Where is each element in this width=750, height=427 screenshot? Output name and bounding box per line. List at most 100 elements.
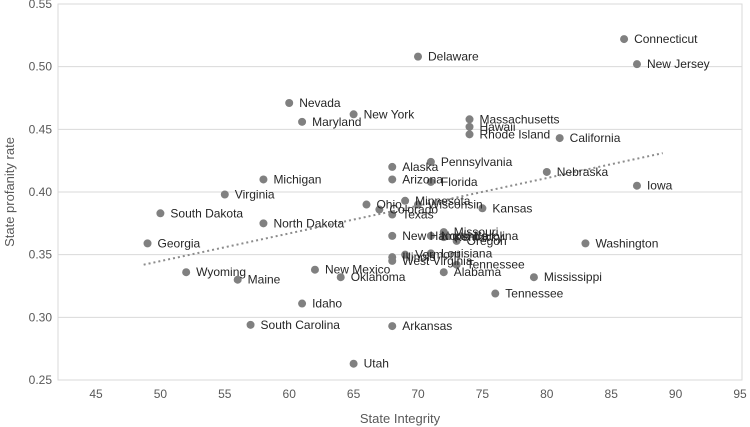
data-point — [632, 181, 641, 190]
point-label: Illinois — [402, 250, 435, 264]
data-point — [439, 233, 448, 242]
point-label: Maryland — [312, 115, 361, 129]
data-point — [414, 52, 422, 61]
y-axis-title: State profanity rate — [2, 137, 17, 247]
data-point — [220, 190, 229, 199]
x-tick-label: 90 — [669, 387, 683, 401]
data-point — [310, 265, 319, 274]
x-tick-label: 75 — [476, 387, 490, 401]
data-point — [465, 130, 474, 139]
point-label: Missouri — [454, 225, 499, 239]
data-point — [620, 35, 629, 44]
point-label: Oregon — [467, 234, 507, 248]
data-point — [542, 167, 551, 176]
data-point — [336, 273, 345, 282]
data-point — [426, 231, 435, 240]
data-point — [426, 157, 435, 166]
point-label: Kentucky — [454, 230, 503, 244]
point-label: New Hampshire — [402, 229, 488, 243]
point-label: Michigan — [273, 172, 321, 186]
x-tick-label: 95 — [733, 387, 747, 401]
data-point — [388, 253, 397, 262]
point-label: Massachusetts — [480, 112, 560, 126]
data-point — [439, 268, 448, 277]
point-label: Idaho — [312, 297, 342, 311]
y-tick-label: 0.45 — [29, 122, 53, 136]
point-label: Iowa — [647, 179, 673, 193]
data-point — [465, 122, 474, 131]
y-tick-label: 0.25 — [29, 373, 53, 387]
point-label: Pennsylvania — [441, 155, 513, 169]
y-tick-label: 0.55 — [29, 0, 53, 11]
data-point — [388, 162, 397, 171]
data-point — [156, 209, 165, 218]
point-label: Louisiana — [441, 246, 493, 260]
data-point — [414, 200, 422, 209]
data-point — [298, 299, 307, 308]
y-tick-label: 0.30 — [29, 310, 53, 324]
point-label: Kansas — [492, 201, 532, 215]
point-label: Minnesota — [415, 194, 471, 208]
point-label: Alabama — [454, 265, 502, 279]
data-point — [478, 204, 487, 213]
point-label: Texas — [402, 208, 433, 222]
y-tick-label: 0.35 — [29, 248, 53, 262]
point-label: Mississippi — [544, 270, 602, 284]
data-point — [259, 175, 268, 184]
point-label: Washington — [595, 236, 658, 250]
point-label: Virginia — [235, 188, 275, 202]
point-label: Nebraska — [557, 165, 609, 179]
x-tick-label: 55 — [218, 387, 232, 401]
data-point — [246, 320, 255, 329]
data-point — [388, 231, 397, 240]
point-label: New Mexico — [325, 263, 391, 277]
point-label: Arizona — [402, 172, 443, 186]
data-point — [529, 273, 538, 282]
point-label: New York — [364, 107, 416, 121]
data-point — [491, 289, 500, 298]
data-point — [426, 249, 435, 258]
point-label: Alaska — [402, 160, 438, 174]
x-tick-label: 50 — [154, 387, 168, 401]
data-point — [375, 205, 384, 214]
data-point — [233, 275, 242, 284]
point-label: Oklahoma — [351, 270, 406, 284]
data-point — [362, 200, 371, 209]
data-point — [349, 110, 358, 119]
point-label: California — [570, 131, 621, 145]
point-label: Tennessee — [505, 287, 563, 301]
point-label: South Dakota — [170, 206, 243, 220]
point-label: Maine — [248, 273, 281, 287]
x-axis-title: State Integrity — [360, 411, 441, 426]
data-point — [349, 359, 358, 368]
point-label: Florida — [441, 175, 478, 189]
point-label: Wyoming — [196, 265, 246, 279]
data-points — [143, 35, 641, 368]
point-label: New Jersey — [647, 57, 710, 71]
data-point — [388, 175, 397, 184]
y-tick-labels: 0.25 0.30 0.35 0.40 0.45 0.50 0.55 — [29, 0, 53, 387]
data-point — [401, 196, 410, 205]
gridlines — [58, 3, 742, 381]
point-label: Georgia — [158, 236, 201, 250]
point-label: North Dakota — [273, 216, 344, 230]
x-tick-label: 45 — [89, 387, 103, 401]
data-point — [401, 250, 410, 259]
point-label: Utah — [364, 357, 389, 371]
x-tick-labels: 45 50 55 60 65 70 75 80 85 90 95 — [89, 387, 747, 401]
data-point — [452, 236, 461, 245]
y-tick-label: 0.50 — [29, 60, 53, 74]
point-label: Wisconsin — [428, 198, 483, 212]
data-point — [182, 268, 191, 277]
data-point — [465, 115, 474, 124]
data-point — [555, 134, 564, 143]
data-point — [143, 239, 152, 248]
data-point — [632, 60, 641, 69]
point-label: Connecticut — [634, 32, 698, 46]
x-tick-label: 70 — [411, 387, 425, 401]
data-point — [259, 219, 268, 228]
point-label: Ohio — [376, 198, 402, 212]
plot-area-frame — [57, 3, 743, 381]
point-label: Tennessee — [467, 258, 525, 272]
